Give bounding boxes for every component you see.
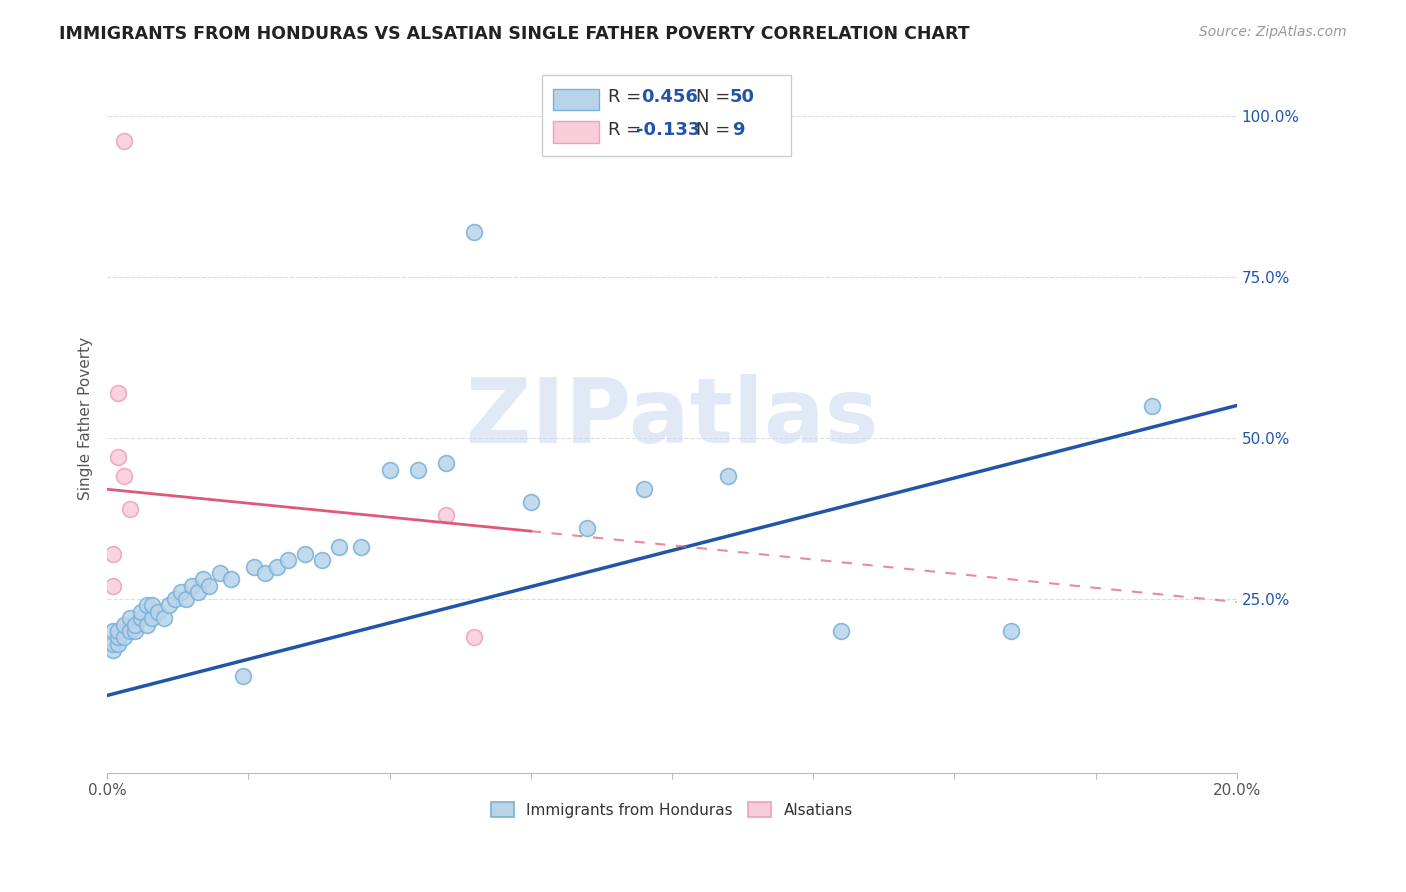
Legend: Immigrants from Honduras, Alsatians: Immigrants from Honduras, Alsatians [484, 795, 860, 825]
Point [406, 463, 429, 477]
Point [152, 611, 174, 625]
Point [129, 605, 152, 619]
Point [311, 553, 333, 567]
Point [101, 624, 124, 638]
Point [174, 591, 197, 606]
Point [1000, 624, 1022, 638]
Point [463, 225, 485, 239]
Text: ZIPatlas: ZIPatlas [465, 375, 879, 462]
Text: Source: ZipAtlas.com: Source: ZipAtlas.com [1199, 25, 1347, 39]
Text: IMMIGRANTS FROM HONDURAS VS ALSATIAN SINGLE FATHER POVERTY CORRELATION CHART: IMMIGRANTS FROM HONDURAS VS ALSATIAN SIN… [59, 25, 970, 43]
Point [254, 566, 277, 580]
Point [101, 579, 124, 593]
Point [350, 541, 373, 555]
Point [112, 617, 135, 632]
Point [434, 457, 457, 471]
Point [124, 624, 146, 638]
Text: N =: N = [696, 121, 741, 139]
Text: R =: R = [607, 88, 647, 106]
FancyBboxPatch shape [554, 89, 599, 110]
Point [434, 508, 457, 522]
Point [266, 559, 288, 574]
Point [1140, 399, 1163, 413]
Y-axis label: Single Father Poverty: Single Father Poverty [79, 337, 93, 500]
Point [830, 624, 852, 638]
Point [118, 611, 141, 625]
Point [163, 591, 186, 606]
Point [519, 495, 541, 509]
Point [378, 463, 401, 477]
Point [107, 450, 129, 464]
Point [135, 617, 157, 632]
Point [107, 637, 129, 651]
Text: -0.133: -0.133 [636, 121, 700, 139]
Point [221, 573, 243, 587]
Point [107, 624, 129, 638]
Point [101, 547, 124, 561]
Point [112, 631, 135, 645]
Point [118, 624, 141, 638]
Text: 0.456: 0.456 [641, 88, 699, 106]
Point [633, 483, 655, 497]
Point [209, 566, 232, 580]
Point [576, 521, 599, 535]
Point [135, 599, 157, 613]
Point [193, 573, 215, 587]
Point [243, 559, 266, 574]
Point [107, 631, 129, 645]
FancyBboxPatch shape [554, 121, 599, 143]
Text: N =: N = [696, 88, 735, 106]
Point [169, 585, 191, 599]
Point [107, 385, 129, 400]
Text: 9: 9 [731, 121, 744, 139]
Text: 50: 50 [730, 88, 755, 106]
Point [101, 637, 124, 651]
Point [717, 469, 740, 483]
FancyBboxPatch shape [543, 75, 790, 156]
Point [198, 579, 221, 593]
Point [112, 134, 135, 148]
Point [294, 547, 316, 561]
Point [232, 669, 254, 683]
Point [124, 617, 146, 632]
Point [277, 553, 299, 567]
Text: R =: R = [607, 121, 647, 139]
Point [141, 599, 163, 613]
Point [118, 501, 141, 516]
Point [141, 611, 163, 625]
Point [101, 643, 124, 657]
Point [186, 585, 208, 599]
Point [463, 631, 485, 645]
Point [146, 605, 169, 619]
Point [157, 599, 180, 613]
Point [129, 611, 152, 625]
Point [112, 469, 135, 483]
Point [180, 579, 202, 593]
Point [328, 541, 350, 555]
